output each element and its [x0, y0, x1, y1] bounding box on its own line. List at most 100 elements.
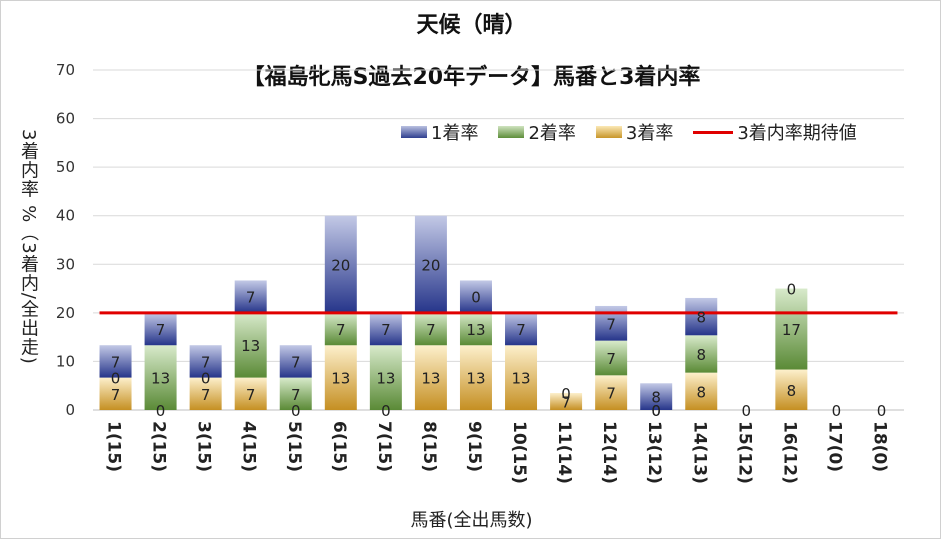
bar-first	[99, 345, 132, 378]
data-label: 7	[201, 386, 211, 404]
data-label: 7	[606, 350, 616, 368]
bar-third	[775, 369, 808, 410]
data-label: 7	[246, 289, 256, 307]
legend-swatch-first	[401, 126, 427, 138]
data-label: 8	[651, 389, 661, 407]
x-tick-label: 12(14)	[599, 421, 619, 484]
data-label: 13	[511, 370, 530, 388]
data-label: 0	[156, 402, 166, 420]
x-tick-label: 5(15)	[284, 421, 304, 472]
legend-label-expected: 3着内率期待値	[737, 123, 857, 144]
bar-first	[189, 345, 222, 378]
bar-first	[234, 280, 267, 313]
chart-subtitle: 【福島牝馬S過去20年データ】馬番と3着内率	[242, 65, 701, 90]
x-tick-label: 8(15)	[419, 421, 439, 472]
x-tick-label: 11(14)	[554, 421, 574, 484]
x-tick-label: 17(0)	[824, 421, 844, 472]
data-label: 8	[696, 309, 706, 327]
bar-third	[99, 377, 132, 410]
bar-third	[324, 345, 357, 410]
data-label: 13	[421, 370, 440, 388]
y-axis-label: 3着内率 %（3着内/全出走)	[18, 129, 39, 365]
data-label: 7	[156, 321, 166, 339]
bar-first	[414, 215, 447, 313]
y-tick-label: 10	[56, 352, 75, 370]
legend-swatch-expected	[693, 130, 734, 134]
legend-swatch-second	[498, 126, 525, 138]
chart-title: 天候（晴）	[416, 13, 527, 38]
y-tick-label: 0	[65, 401, 75, 419]
bar-third	[595, 375, 628, 410]
data-label: 7	[201, 353, 211, 371]
bar-second	[144, 345, 177, 410]
data-label: 8	[787, 382, 797, 400]
data-label: 0	[877, 402, 887, 420]
y-tick-label: 50	[56, 158, 75, 176]
data-label: 13	[466, 370, 485, 388]
bar-third	[189, 377, 222, 410]
data-label: 0	[832, 402, 842, 420]
x-tick-label: 10(15)	[509, 421, 529, 484]
bar-second	[324, 312, 357, 346]
data-label: 7	[381, 321, 391, 339]
data-label: 0	[201, 370, 211, 388]
bar-second	[369, 345, 402, 410]
data-label: 7	[246, 386, 256, 404]
bar-second	[279, 377, 312, 410]
legend-swatch-third	[595, 126, 622, 138]
data-label: 20	[421, 256, 440, 274]
data-label: 0	[111, 370, 121, 388]
bar-first	[324, 215, 357, 313]
data-label: 7	[426, 321, 436, 339]
data-label: 8	[696, 383, 706, 401]
bar-first	[685, 297, 718, 336]
bar-third	[550, 393, 583, 410]
data-label: 7	[111, 353, 121, 371]
x-tick-label: 1(15)	[104, 421, 124, 472]
legend-item-third: 3着率	[595, 119, 674, 145]
data-label: 13	[466, 321, 485, 339]
data-label: 7	[606, 315, 616, 333]
y-tick-label: 70	[56, 61, 75, 79]
x-axis-label: 馬番(全出馬数)	[410, 510, 533, 531]
data-label: 7	[291, 386, 301, 404]
x-tick-label: 2(15)	[149, 421, 169, 472]
data-label: 0	[561, 385, 571, 403]
x-tick-label: 15(12)	[734, 421, 754, 484]
bar-second	[685, 335, 718, 373]
legend-item-first: 1着率	[401, 119, 478, 145]
bar-third	[685, 372, 718, 410]
data-label: 7	[336, 321, 346, 339]
data-label: 7	[606, 385, 616, 403]
legend-label-third: 3着率	[625, 123, 674, 144]
bar-second	[595, 340, 628, 376]
data-label: 20	[331, 256, 350, 274]
data-label: 8	[696, 346, 706, 364]
x-tick-label: 14(13)	[689, 421, 709, 484]
x-tick-label: 7(15)	[374, 421, 394, 472]
data-label: 0	[651, 402, 661, 420]
bar-first	[279, 345, 312, 378]
x-tick-label: 6(15)	[329, 421, 349, 472]
data-label: 13	[331, 370, 350, 388]
bar-third	[234, 377, 267, 410]
data-label: 7	[111, 386, 121, 404]
data-label: 13	[376, 370, 395, 388]
legend-item-expected: 3着内率期待値	[693, 119, 857, 145]
x-tick-label: 16(12)	[779, 421, 799, 484]
data-label: 0	[291, 402, 301, 420]
x-tick-label: 13(12)	[644, 421, 664, 484]
x-tick-label: 4(15)	[239, 421, 259, 472]
data-label: 7	[516, 321, 526, 339]
bar-first	[144, 312, 177, 346]
bar-second	[414, 312, 447, 346]
y-tick-label: 20	[56, 304, 75, 322]
y-tick-label: 60	[56, 110, 75, 128]
y-tick-label: 40	[56, 207, 75, 225]
bar-third	[505, 345, 538, 410]
data-label: 0	[471, 289, 481, 307]
y-tick-label: 30	[56, 255, 75, 273]
x-tick-label: 9(15)	[464, 421, 484, 472]
